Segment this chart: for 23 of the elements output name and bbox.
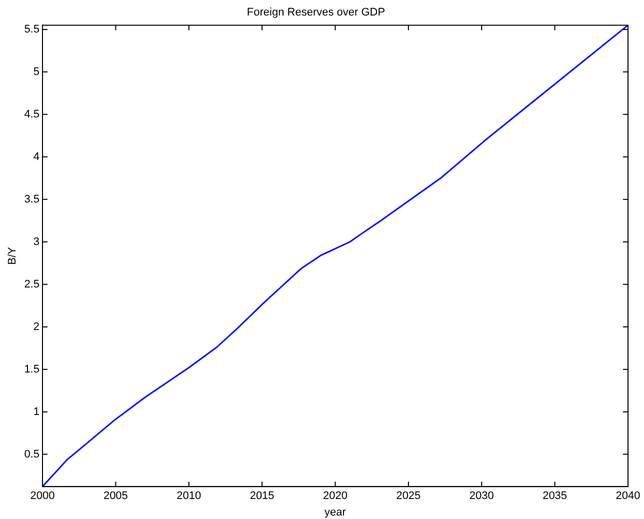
y-tick-label: 2 bbox=[33, 320, 40, 333]
x-axis-title: year bbox=[324, 506, 346, 518]
x-tick-label: 2035 bbox=[542, 490, 568, 502]
x-tick-label: 2005 bbox=[103, 490, 128, 502]
y-tick-label: 5.5 bbox=[24, 23, 40, 36]
y-tick-label: 1.5 bbox=[24, 363, 40, 376]
y-tick-label: 5 bbox=[33, 66, 40, 78]
y-tick-label: 4.5 bbox=[24, 108, 40, 120]
y-tick-label: 3 bbox=[33, 236, 40, 248]
x-tick-label: 2020 bbox=[323, 490, 348, 502]
chart-title: Foreign Reserves over GDP bbox=[246, 6, 386, 19]
y-axis-title: B/Y bbox=[6, 246, 19, 265]
x-tick-label: 2000 bbox=[30, 490, 55, 502]
x-tick-label: 2030 bbox=[469, 490, 494, 502]
y-tick-label: 3.5 bbox=[24, 193, 40, 206]
y-tick-label: 0.5 bbox=[24, 448, 40, 460]
y-tick-label: 2.5 bbox=[24, 278, 40, 290]
x-tick-label: 2025 bbox=[396, 490, 421, 502]
y-tick-label: 4 bbox=[33, 150, 40, 163]
x-tick-label: 2040 bbox=[616, 490, 640, 502]
y-tick-label: 1 bbox=[33, 406, 40, 418]
x-tick-label: 2015 bbox=[250, 490, 274, 502]
x-tick-label: 2010 bbox=[176, 490, 202, 502]
